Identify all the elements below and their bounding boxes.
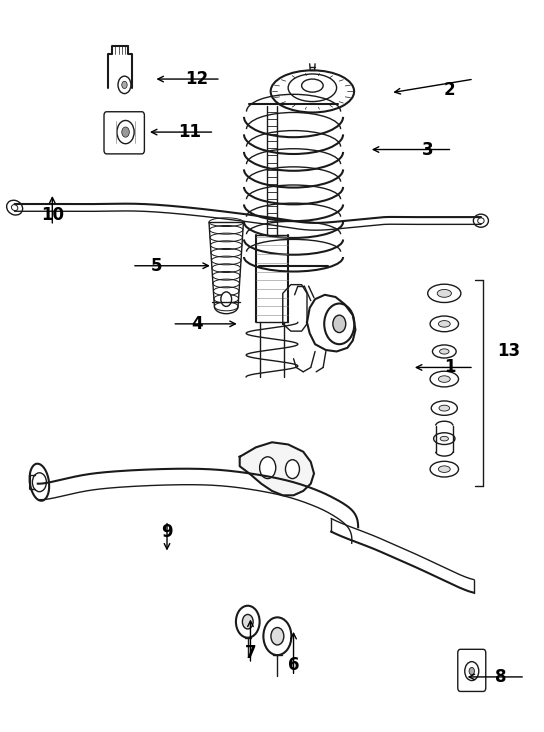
Text: 6: 6 xyxy=(288,657,299,674)
Ellipse shape xyxy=(430,371,459,387)
Text: 2: 2 xyxy=(444,81,455,99)
Ellipse shape xyxy=(288,74,337,102)
Ellipse shape xyxy=(431,401,458,415)
Ellipse shape xyxy=(439,406,450,411)
Ellipse shape xyxy=(428,284,461,302)
Circle shape xyxy=(333,315,346,332)
Circle shape xyxy=(117,121,134,143)
Circle shape xyxy=(271,627,284,645)
Circle shape xyxy=(122,81,127,89)
Text: 5: 5 xyxy=(151,257,162,274)
Ellipse shape xyxy=(271,70,354,113)
Circle shape xyxy=(33,473,46,492)
Circle shape xyxy=(465,662,479,681)
Text: 9: 9 xyxy=(161,523,173,541)
Ellipse shape xyxy=(438,376,450,382)
Circle shape xyxy=(469,668,474,675)
Ellipse shape xyxy=(440,436,448,441)
Ellipse shape xyxy=(7,201,23,215)
Circle shape xyxy=(122,127,129,137)
Text: 4: 4 xyxy=(191,315,202,333)
Ellipse shape xyxy=(430,316,459,332)
Circle shape xyxy=(263,617,292,655)
Text: 13: 13 xyxy=(497,343,521,360)
Ellipse shape xyxy=(434,433,455,444)
Circle shape xyxy=(259,457,276,479)
Ellipse shape xyxy=(437,289,452,297)
Ellipse shape xyxy=(473,214,489,227)
Text: 7: 7 xyxy=(245,644,256,662)
Polygon shape xyxy=(240,442,314,496)
Text: 12: 12 xyxy=(185,70,208,88)
Text: 1: 1 xyxy=(444,359,455,376)
Circle shape xyxy=(221,292,232,307)
Circle shape xyxy=(324,304,354,344)
Text: 11: 11 xyxy=(178,123,202,141)
FancyBboxPatch shape xyxy=(458,649,486,692)
Circle shape xyxy=(243,614,253,629)
Ellipse shape xyxy=(29,463,49,501)
Ellipse shape xyxy=(440,349,449,354)
Ellipse shape xyxy=(432,345,456,358)
Ellipse shape xyxy=(438,466,450,472)
Text: 10: 10 xyxy=(41,206,64,224)
Ellipse shape xyxy=(301,79,323,92)
Text: 8: 8 xyxy=(495,668,506,686)
Ellipse shape xyxy=(430,461,459,477)
Text: 3: 3 xyxy=(422,141,434,159)
Circle shape xyxy=(236,605,259,638)
Circle shape xyxy=(286,460,299,479)
Circle shape xyxy=(118,76,131,94)
FancyBboxPatch shape xyxy=(104,112,144,154)
Ellipse shape xyxy=(438,321,450,327)
